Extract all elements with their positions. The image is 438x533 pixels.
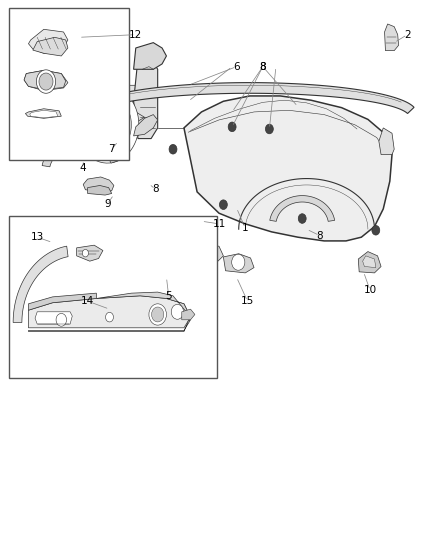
Text: 7: 7 [108, 144, 115, 154]
Polygon shape [270, 196, 335, 221]
Circle shape [232, 254, 245, 270]
Polygon shape [83, 95, 131, 154]
Circle shape [157, 251, 174, 272]
Text: 10: 10 [364, 286, 377, 295]
Text: 8: 8 [152, 184, 159, 194]
Polygon shape [84, 83, 414, 115]
Polygon shape [39, 85, 149, 96]
Text: 6: 6 [233, 62, 240, 71]
Polygon shape [31, 112, 145, 123]
Polygon shape [24, 70, 68, 91]
Circle shape [372, 225, 380, 235]
Polygon shape [24, 141, 44, 149]
Circle shape [298, 214, 306, 223]
Text: 12: 12 [129, 30, 142, 39]
Circle shape [39, 73, 53, 90]
Polygon shape [13, 246, 68, 322]
Text: 8: 8 [259, 62, 266, 71]
Circle shape [159, 254, 172, 269]
Polygon shape [358, 252, 381, 273]
Text: 8: 8 [316, 231, 323, 240]
Polygon shape [31, 128, 140, 155]
Circle shape [106, 312, 113, 322]
Polygon shape [28, 296, 191, 328]
Polygon shape [363, 256, 376, 268]
Polygon shape [28, 29, 68, 53]
Polygon shape [182, 309, 195, 320]
Polygon shape [35, 312, 72, 324]
Circle shape [82, 249, 88, 257]
Text: 8: 8 [259, 62, 266, 71]
Polygon shape [77, 245, 103, 261]
Text: 1: 1 [242, 223, 249, 233]
Circle shape [149, 304, 166, 325]
Polygon shape [28, 320, 191, 332]
Bar [9, 216, 217, 378]
Bar [9, 8, 129, 160]
Polygon shape [83, 177, 114, 192]
Polygon shape [42, 139, 119, 167]
Polygon shape [76, 86, 139, 163]
Text: 11: 11 [212, 219, 226, 229]
Polygon shape [24, 123, 140, 133]
Polygon shape [96, 292, 191, 317]
Polygon shape [198, 244, 223, 262]
Polygon shape [147, 249, 182, 273]
Text: 13: 13 [31, 232, 44, 242]
Circle shape [169, 144, 177, 154]
Text: 14: 14 [81, 296, 94, 306]
Text: 15: 15 [241, 296, 254, 306]
Text: 5: 5 [165, 291, 172, 301]
Polygon shape [28, 293, 96, 310]
Polygon shape [33, 37, 68, 56]
Polygon shape [22, 146, 35, 155]
Polygon shape [184, 96, 392, 241]
Polygon shape [379, 128, 394, 155]
Polygon shape [223, 254, 254, 273]
Circle shape [152, 307, 164, 322]
Circle shape [265, 124, 273, 134]
Circle shape [228, 122, 236, 132]
Text: 9: 9 [104, 199, 111, 209]
Circle shape [56, 313, 67, 326]
Polygon shape [113, 136, 129, 147]
Polygon shape [88, 185, 112, 195]
Circle shape [36, 70, 56, 93]
Text: 4: 4 [80, 163, 87, 173]
Circle shape [204, 246, 217, 262]
Circle shape [219, 200, 227, 209]
Polygon shape [134, 43, 166, 69]
Text: 2: 2 [404, 30, 411, 39]
Polygon shape [134, 56, 158, 139]
Polygon shape [385, 24, 399, 51]
Polygon shape [25, 109, 61, 118]
Polygon shape [30, 110, 58, 118]
Circle shape [119, 139, 124, 146]
Polygon shape [134, 115, 158, 136]
Polygon shape [24, 70, 66, 90]
Circle shape [171, 304, 184, 319]
